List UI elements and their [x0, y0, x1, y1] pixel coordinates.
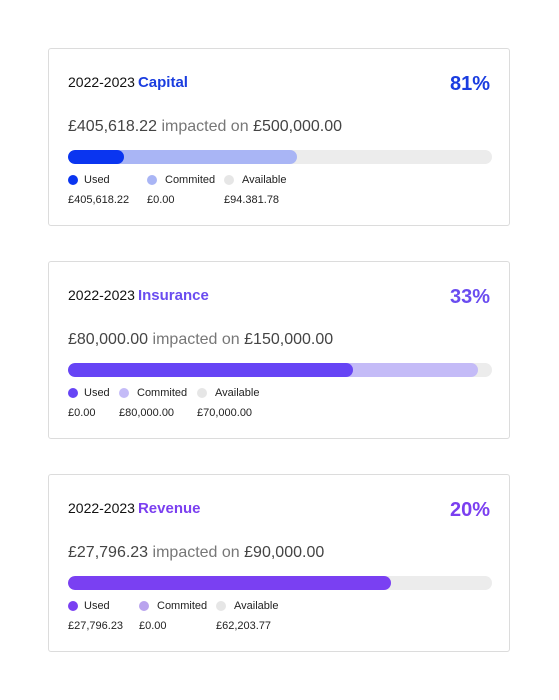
legend-label: Used [84, 387, 110, 399]
legend-dot [147, 175, 157, 185]
impacted-label: impacted on [152, 331, 240, 348]
legend-label: Available [234, 600, 279, 612]
legend-value: £0.00 [147, 194, 175, 206]
legend-dot [68, 601, 78, 611]
progress-track [68, 363, 492, 377]
legend-dot [139, 601, 149, 611]
percent: 20% [449, 499, 490, 521]
budget-card: 2022-2023 Revenue 20% £27,796.23 impacted o… [48, 474, 510, 652]
legend-label: Used [84, 174, 110, 186]
used-amount: £27,796.23 [68, 544, 149, 561]
card-header: 2022-2023 Insurance [68, 287, 209, 304]
impacted-label: impacted on [161, 118, 249, 135]
used-segment [68, 576, 391, 590]
budget-name: Revenue [137, 500, 201, 517]
total: £90,000.00 [244, 544, 325, 561]
legend-label: Available [215, 387, 260, 399]
legend-value: £27,796.23 [68, 620, 124, 632]
legend-dot [216, 601, 226, 611]
card-header: 2022-2023 Revenue [68, 500, 200, 517]
legend-dot [68, 175, 78, 185]
legend-dot [224, 175, 234, 185]
legend-label: Available [242, 174, 287, 186]
legend-value: £70,000.00 [197, 407, 253, 419]
amount-line: £27,796.23 impacted on £90,000.00 [68, 544, 324, 562]
impacted-label: impacted on [152, 544, 240, 561]
progress-track [68, 576, 492, 590]
legend-value: £62,203.77 [216, 620, 272, 632]
legend-label: Commited [157, 600, 208, 612]
used-amount: £405,618.22 [68, 118, 157, 135]
legend-dot [197, 388, 207, 398]
year: 2022-2023 [68, 287, 135, 303]
amount-line: £405,618.22 impacted on £500,000.00 [68, 118, 342, 136]
legend-value: £80,000.00 [119, 407, 175, 419]
legend-value: £0.00 [139, 620, 167, 632]
legend-label: Commited [165, 174, 216, 186]
card-header: 2022-2023 Capital [68, 74, 188, 91]
amount-line: £80,000.00 impacted on £150,000.00 [68, 331, 333, 349]
budget-card: 2022-2023 Insurance 33% £80,000.00 impacted… [48, 261, 510, 439]
used-segment [68, 363, 353, 377]
legend-value: £94.381.78 [224, 194, 280, 206]
legend-label: Commited [137, 387, 188, 399]
year: 2022-2023 [68, 500, 135, 516]
legend-value: £0.00 [68, 407, 96, 419]
progress-track [68, 150, 492, 164]
legend-value: £405,618.22 [68, 194, 130, 206]
year: 2022-2023 [68, 74, 135, 90]
budget-name: Capital [137, 74, 188, 91]
total: £150,000.00 [244, 331, 334, 348]
legend-dot [68, 388, 78, 398]
committed-segment [68, 150, 297, 164]
percent: 81% [449, 73, 490, 95]
percent: 33% [449, 286, 490, 308]
budget-name: Insurance [137, 287, 209, 304]
budget-card: 2022-2023 Capital 81% £405,618.22 impacted … [48, 48, 510, 226]
total: £500,000.00 [253, 118, 343, 135]
used-amount: £80,000.00 [68, 331, 149, 348]
used-segment [68, 150, 124, 164]
legend-dot [119, 388, 129, 398]
legend-label: Used [84, 600, 110, 612]
